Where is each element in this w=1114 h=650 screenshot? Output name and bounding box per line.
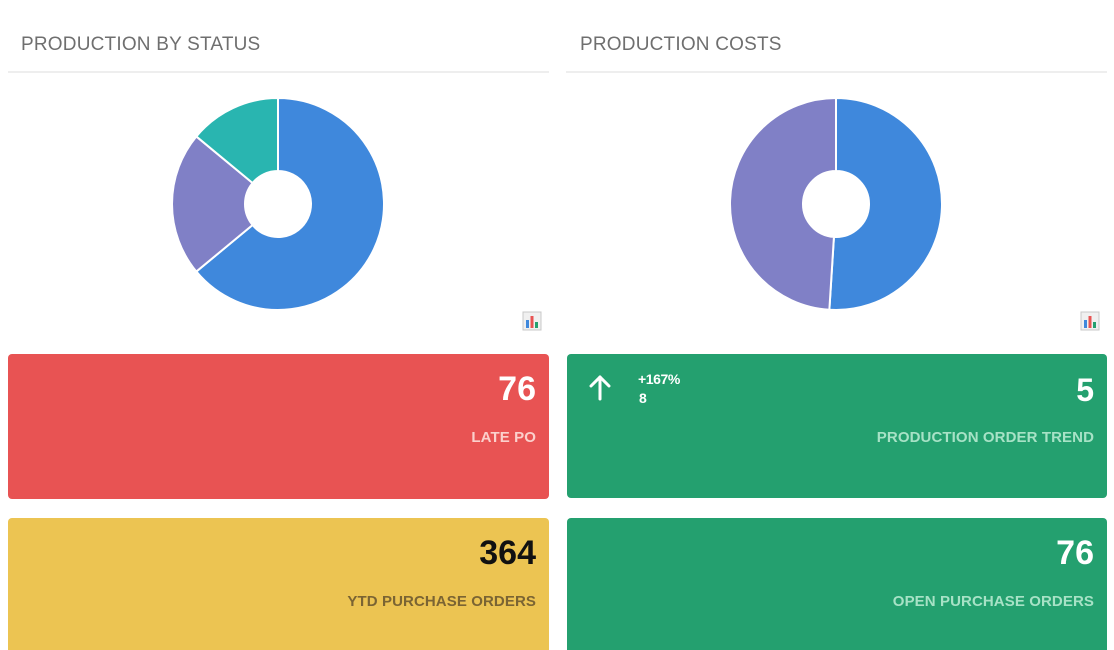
panel-divider — [566, 71, 1107, 73]
bar-chart-icon[interactable] — [522, 311, 542, 331]
panel-divider — [8, 71, 549, 73]
late-po-value: 76 — [498, 370, 536, 408]
bar-chart-icon[interactable] — [1080, 311, 1100, 331]
donut-svg — [729, 96, 943, 311]
donut-slice-3[interactable] — [194, 96, 279, 185]
production-order-trend-tile[interactable]: +167% 8 5 PRODUCTION ORDER TREND — [567, 354, 1107, 498]
ytd-purchase-orders-value: 364 — [479, 534, 536, 572]
production-costs-donut-chart[interactable] — [728, 96, 944, 312]
late-po-tile[interactable]: 76 LATE PO — [8, 354, 549, 499]
donut-svg — [171, 96, 385, 311]
trend-change-percent: +167% — [638, 371, 680, 387]
open-purchase-orders-label: OPEN PURCHASE ORDERS — [892, 593, 1094, 610]
production-by-status-donut-chart[interactable] — [170, 96, 386, 312]
late-po-label: LATE PO — [471, 429, 536, 446]
trend-previous-value: 8 — [639, 390, 647, 406]
open-purchase-orders-value: 76 — [1056, 534, 1094, 572]
donut-slice-1[interactable] — [828, 96, 943, 311]
donut-slice-2[interactable] — [171, 135, 254, 273]
production-order-trend-label: PRODUCTION ORDER TREND — [876, 429, 1094, 446]
ytd-purchase-orders-tile[interactable]: 364 YTD PURCHASE ORDERS — [8, 518, 549, 650]
ytd-purchase-orders-label: YTD PURCHASE ORDERS — [347, 593, 536, 610]
panel-title-production-by-status: PRODUCTION BY STATUS — [21, 34, 261, 55]
production-order-trend-value: 5 — [1076, 372, 1094, 408]
arrow-up-icon — [585, 372, 615, 402]
panel-title-production-costs: PRODUCTION COSTS — [580, 34, 782, 55]
donut-slice-2[interactable] — [729, 96, 837, 311]
open-purchase-orders-tile[interactable]: 76 OPEN PURCHASE ORDERS — [567, 518, 1107, 650]
donut-slice-1[interactable] — [194, 96, 385, 311]
